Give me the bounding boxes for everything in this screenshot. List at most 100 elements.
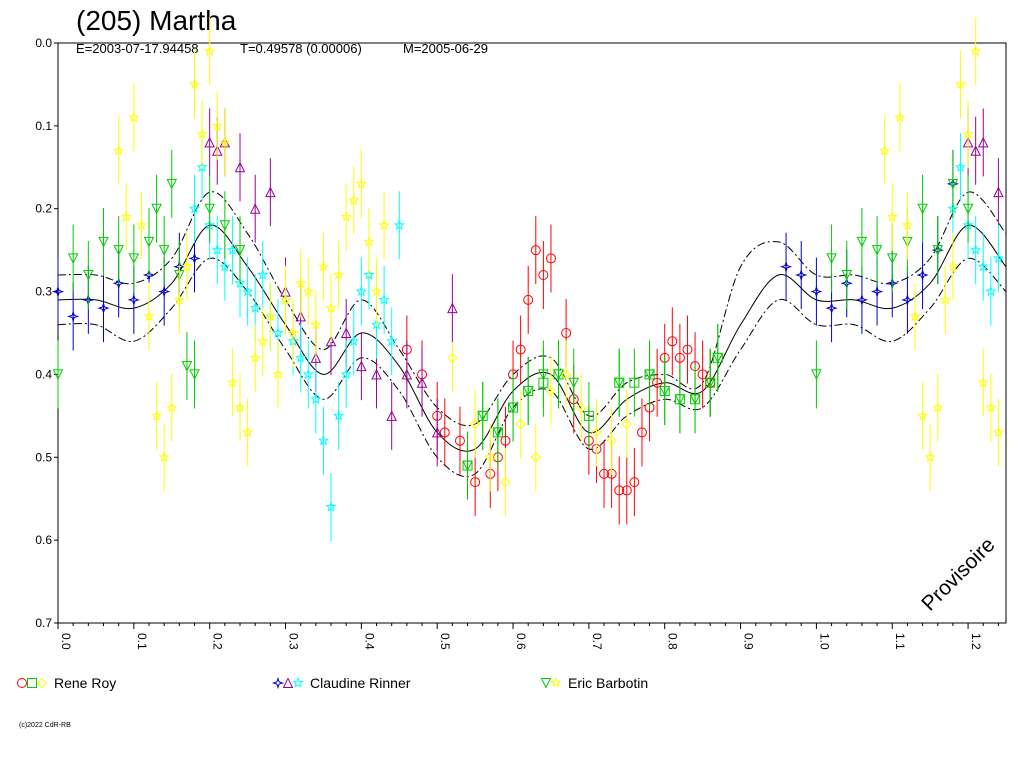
data-point — [325, 335, 337, 347]
data-point — [348, 194, 360, 206]
data-point — [188, 78, 201, 90]
data-point — [211, 244, 223, 255]
data-point — [901, 219, 913, 230]
data-point — [242, 426, 254, 438]
data-point — [340, 368, 352, 380]
data-point — [621, 485, 632, 496]
data-point — [870, 285, 884, 298]
data-point — [993, 186, 1004, 198]
data-point — [469, 418, 481, 430]
x-tick-label: 1.1 — [893, 633, 907, 650]
data-point — [795, 268, 808, 282]
data-point — [370, 318, 383, 330]
data-point — [219, 136, 231, 148]
data-point — [613, 377, 625, 389]
data-point — [128, 111, 140, 123]
legend-marker — [17, 678, 27, 688]
data-point — [151, 410, 163, 421]
data-point — [977, 376, 989, 388]
data-point — [234, 161, 246, 173]
data-point — [188, 202, 201, 214]
data-point — [166, 401, 178, 413]
x-tick-label: 0.0 — [59, 633, 73, 650]
data-point — [970, 145, 981, 156]
data-point — [954, 78, 967, 90]
data-point — [310, 352, 322, 363]
data-point — [674, 352, 685, 363]
data-point — [576, 402, 587, 413]
legend-label: Eric Barbotin — [568, 675, 648, 691]
data-point — [340, 327, 352, 338]
data-point — [614, 485, 625, 496]
data-point — [697, 369, 708, 380]
y-tick-label: 0.0 — [35, 36, 52, 50]
data-point — [265, 186, 276, 198]
period-label: T=0.49578 (0.00006) — [240, 41, 362, 56]
x-tick-label: 0.5 — [438, 633, 452, 650]
data-point — [485, 452, 496, 463]
legend-marker — [550, 677, 562, 688]
data-point — [234, 277, 246, 288]
data-point — [431, 426, 443, 438]
data-point — [127, 293, 140, 306]
data-point — [386, 335, 398, 346]
data-point — [333, 269, 345, 280]
data-point — [886, 211, 898, 222]
data-point — [606, 435, 617, 446]
series-3 — [51, 149, 959, 351]
data-point — [447, 302, 458, 314]
data-point — [704, 377, 716, 389]
data-point — [545, 253, 556, 264]
data-point — [158, 285, 171, 298]
data-point — [181, 260, 193, 272]
data-point — [67, 253, 79, 265]
data-point — [279, 294, 292, 305]
data-point — [386, 410, 398, 421]
data-point — [970, 244, 982, 255]
data-point — [985, 401, 997, 413]
data-point — [310, 393, 322, 404]
data-point — [317, 260, 329, 272]
data-point — [52, 369, 64, 381]
data-point — [112, 277, 125, 290]
data-point — [363, 269, 375, 280]
data-point — [158, 245, 170, 256]
data-point — [348, 335, 360, 346]
data-point — [196, 161, 208, 172]
epoch-label: E=2003-07-17.94458 — [76, 41, 199, 56]
data-point — [939, 294, 951, 305]
data-point — [454, 435, 465, 446]
data-point — [249, 203, 261, 214]
data-point — [97, 301, 110, 315]
x-tick-label: 0.2 — [211, 633, 225, 650]
legend-marker — [27, 678, 37, 688]
data-point — [871, 245, 883, 256]
data-point — [621, 418, 633, 430]
data-point — [204, 203, 215, 215]
data-point — [689, 394, 701, 405]
data-point — [992, 252, 1004, 264]
data-point — [128, 253, 140, 265]
data-point — [561, 328, 572, 338]
data-point — [879, 144, 891, 156]
data-point — [538, 270, 549, 280]
data-point — [211, 120, 223, 131]
data-point — [439, 427, 450, 438]
data-point — [992, 426, 1004, 438]
data-point — [219, 220, 231, 231]
data-point — [166, 178, 178, 190]
data-point — [924, 451, 936, 462]
data-point — [462, 460, 473, 472]
data-point — [272, 368, 284, 380]
legend-marker — [292, 677, 304, 688]
series-6 — [52, 149, 974, 500]
data-point — [295, 277, 307, 288]
data-point — [249, 352, 261, 363]
data-point — [500, 435, 511, 446]
data-point — [355, 178, 367, 189]
data-point — [810, 285, 823, 298]
data-point — [515, 418, 526, 430]
data-point — [954, 161, 967, 172]
data-point — [204, 136, 215, 148]
